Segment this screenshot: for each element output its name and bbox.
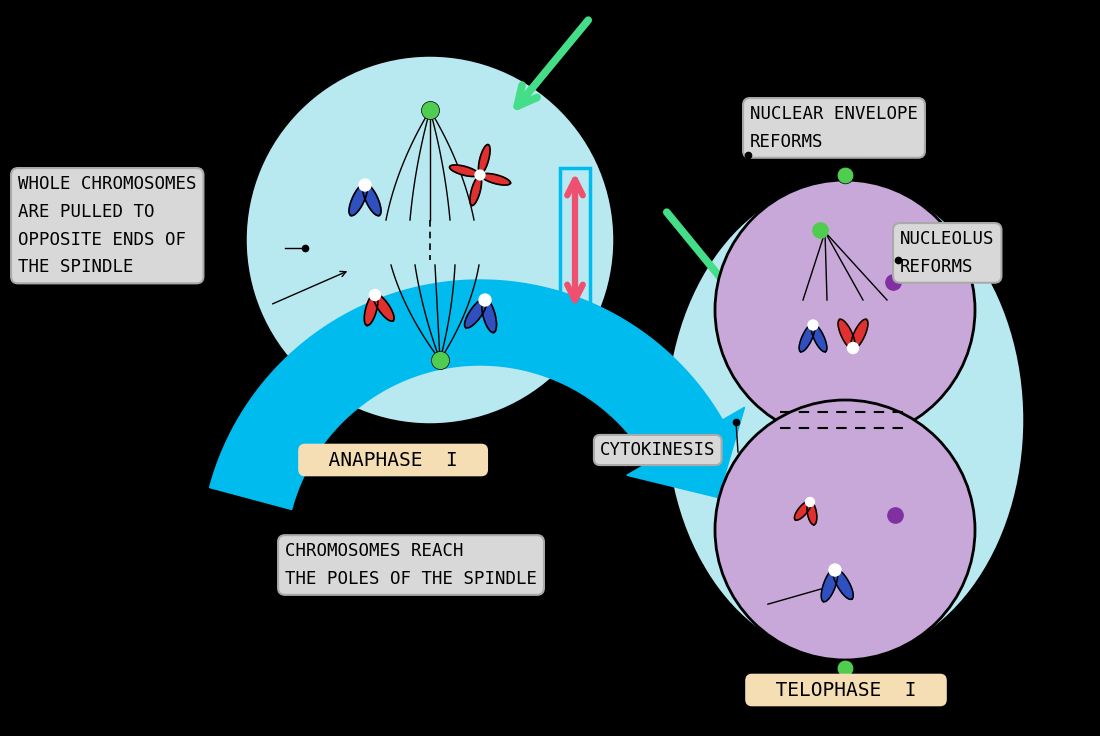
Polygon shape bbox=[450, 165, 478, 177]
Polygon shape bbox=[838, 319, 855, 350]
Circle shape bbox=[829, 564, 842, 576]
Polygon shape bbox=[850, 319, 868, 350]
Polygon shape bbox=[363, 183, 381, 216]
Circle shape bbox=[715, 180, 975, 440]
Circle shape bbox=[245, 55, 615, 425]
Circle shape bbox=[847, 342, 858, 353]
Polygon shape bbox=[209, 280, 723, 509]
Circle shape bbox=[808, 320, 818, 330]
Text: CYTOKINESIS: CYTOKINESIS bbox=[600, 441, 715, 459]
Text: NUCLEOLUS
REFORMS: NUCLEOLUS REFORMS bbox=[900, 230, 994, 276]
Polygon shape bbox=[794, 500, 812, 520]
Text: NUCLEAR ENVELOPE
REFORMS: NUCLEAR ENVELOPE REFORMS bbox=[750, 105, 918, 151]
Polygon shape bbox=[811, 324, 827, 352]
Circle shape bbox=[359, 179, 371, 191]
Polygon shape bbox=[822, 568, 838, 602]
Polygon shape bbox=[478, 144, 490, 174]
Text: CHROMOSOMES REACH
THE POLES OF THE SPINDLE: CHROMOSOMES REACH THE POLES OF THE SPIND… bbox=[285, 542, 537, 588]
Circle shape bbox=[805, 498, 814, 506]
Polygon shape bbox=[627, 407, 745, 498]
Circle shape bbox=[370, 289, 381, 300]
Text: TELOPHASE  I: TELOPHASE I bbox=[752, 681, 940, 699]
Circle shape bbox=[715, 400, 975, 660]
Polygon shape bbox=[833, 568, 854, 599]
Polygon shape bbox=[364, 294, 378, 325]
Polygon shape bbox=[464, 298, 487, 328]
Text: ANAPHASE  I: ANAPHASE I bbox=[305, 450, 482, 470]
Circle shape bbox=[475, 170, 485, 180]
Polygon shape bbox=[482, 298, 496, 333]
Circle shape bbox=[478, 294, 491, 306]
Ellipse shape bbox=[666, 180, 1025, 660]
Polygon shape bbox=[349, 183, 367, 216]
Polygon shape bbox=[807, 501, 817, 525]
Text: WHOLE CHROMOSOMES
ARE PULLED TO
OPPOSITE ENDS OF
THE SPINDLE: WHOLE CHROMOSOMES ARE PULLED TO OPPOSITE… bbox=[18, 175, 197, 277]
Polygon shape bbox=[373, 294, 394, 321]
Polygon shape bbox=[470, 177, 482, 205]
Polygon shape bbox=[800, 324, 815, 352]
Polygon shape bbox=[482, 174, 510, 185]
